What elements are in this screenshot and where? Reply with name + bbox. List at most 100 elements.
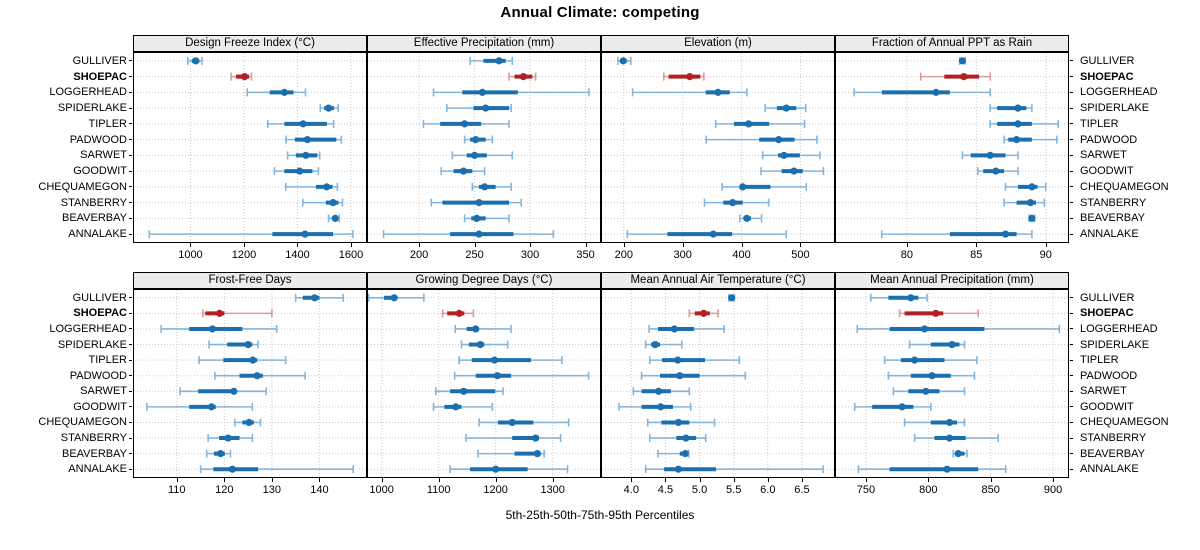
y-axis-tick-right [1070, 217, 1073, 219]
x-axis-tick [438, 478, 440, 482]
y-axis-tick-right [1070, 328, 1073, 330]
median-dot [682, 434, 690, 442]
row-label-left: GULLIVER [72, 54, 127, 67]
x-axis-tick [800, 243, 802, 247]
x-axis-tick-label: 1200 [231, 249, 257, 261]
y-axis-tick-right [1070, 359, 1073, 361]
row-label-right: SARWET [1080, 149, 1127, 162]
median-dot [459, 167, 468, 175]
x-axis-tick [623, 243, 625, 247]
median-dot [482, 104, 490, 112]
y-axis-tick-right [1070, 344, 1073, 346]
median-dot [493, 372, 501, 380]
y-axis-tick-left [129, 91, 132, 93]
median-dot [709, 230, 717, 238]
panel-plot-area [602, 290, 834, 477]
panel-plot [367, 52, 601, 243]
panel-header-frost-free-days: Frost-Free Days [133, 272, 367, 289]
median-dot [216, 450, 225, 458]
row-label-right: SPIDERLAKE [1080, 102, 1150, 115]
panel-plot [835, 289, 1069, 478]
median-dot [192, 57, 200, 65]
row-label-right: ANNALAKE [1080, 228, 1139, 241]
median-dot [676, 372, 684, 380]
median-dot [531, 434, 540, 442]
median-dot [1028, 214, 1036, 222]
median-dot [657, 403, 665, 411]
x-axis-tick [767, 478, 769, 482]
row-label-right: BEAVERBAY [1080, 212, 1146, 225]
median-dot [700, 309, 708, 317]
median-dot [928, 372, 936, 380]
y-axis-tick-right [1070, 60, 1073, 62]
x-axis-tick-label: 85 [970, 249, 983, 261]
percentiles-caption: 5th-25th-50th-75th-95th Percentiles [505, 508, 695, 522]
y-axis-tick-right [1070, 312, 1073, 314]
panel-plot-area [368, 53, 600, 242]
row-label-right: SPIDERLAKE [1080, 338, 1150, 351]
median-dot [470, 151, 479, 159]
x-axis-tick-label: 1300 [540, 484, 565, 496]
y-axis-tick-left [129, 139, 132, 141]
median-dot [478, 88, 486, 96]
x-axis-tick [699, 478, 701, 482]
x-axis-tick-label: 6.5 [794, 484, 810, 496]
y-axis-tick-left [129, 217, 132, 219]
row-label-right: SHOEPAC [1080, 70, 1134, 83]
median-dot [460, 387, 468, 395]
x-axis-tick-label: 5.5 [726, 484, 742, 496]
median-dot [932, 88, 940, 96]
row-label-left: SHOEPAC [73, 307, 127, 320]
row-label-left: STANBERRY [60, 432, 127, 445]
x-axis-tick [865, 478, 867, 482]
chart-title: Annual Climate: competing [500, 4, 700, 21]
y-axis-tick-right [1070, 375, 1073, 377]
x-axis-tick-label: 4.5 [657, 484, 674, 496]
panel-plot-area [134, 53, 366, 242]
panel-header-mean-annual-air-temperature: Mean Annual Air Temperature (°C) [601, 272, 835, 289]
median-dot [932, 309, 940, 317]
median-dot [780, 151, 788, 159]
median-dot [473, 214, 481, 222]
x-axis-tick [319, 478, 321, 482]
x-axis-tick-label: 200 [614, 249, 633, 261]
x-axis-tick [552, 478, 554, 482]
median-dot [490, 356, 499, 364]
median-dot [224, 434, 232, 442]
y-axis-tick-left [129, 60, 132, 62]
median-dot [714, 88, 722, 96]
y-axis-tick-right [1070, 468, 1073, 470]
median-dot [686, 73, 694, 81]
median-dot [651, 340, 659, 349]
x-axis-tick [928, 478, 930, 482]
row-label-left: TIPLER [88, 354, 127, 367]
median-dot [920, 325, 929, 333]
x-axis-tick-label: 200 [409, 249, 429, 261]
x-axis-tick [381, 478, 383, 482]
median-dot [729, 199, 737, 207]
y-axis-tick-right [1070, 186, 1073, 188]
row-label-right: ANNALAKE [1080, 463, 1139, 476]
x-axis-tick [631, 478, 633, 482]
y-axis-tick-right [1070, 154, 1073, 156]
x-axis-tick [190, 243, 192, 247]
x-axis-tick-label: 1100 [426, 484, 451, 496]
panel-plot [835, 52, 1069, 243]
y-axis-tick-right [1070, 170, 1073, 172]
median-dot [253, 372, 261, 380]
median-dot [670, 325, 678, 333]
row-label-right: SARWET [1080, 385, 1127, 398]
median-dot [1014, 120, 1022, 128]
row-label-right: GULLIVER [1080, 291, 1135, 304]
median-dot [790, 167, 798, 175]
median-dot [1028, 183, 1036, 191]
row-label-right: CHEQUAMEGON [1080, 416, 1169, 429]
row-label-right: TIPLER [1080, 117, 1119, 130]
row-label-right: SHOEPAC [1080, 307, 1134, 320]
y-axis-tick-right [1070, 123, 1073, 125]
row-label-left: GOODWIT [73, 400, 127, 413]
median-dot [519, 73, 528, 81]
median-dot [331, 214, 339, 222]
panel-header-effective-precipitation: Effective Precipitation (mm) [367, 35, 601, 52]
panel-plot-area [836, 53, 1068, 242]
